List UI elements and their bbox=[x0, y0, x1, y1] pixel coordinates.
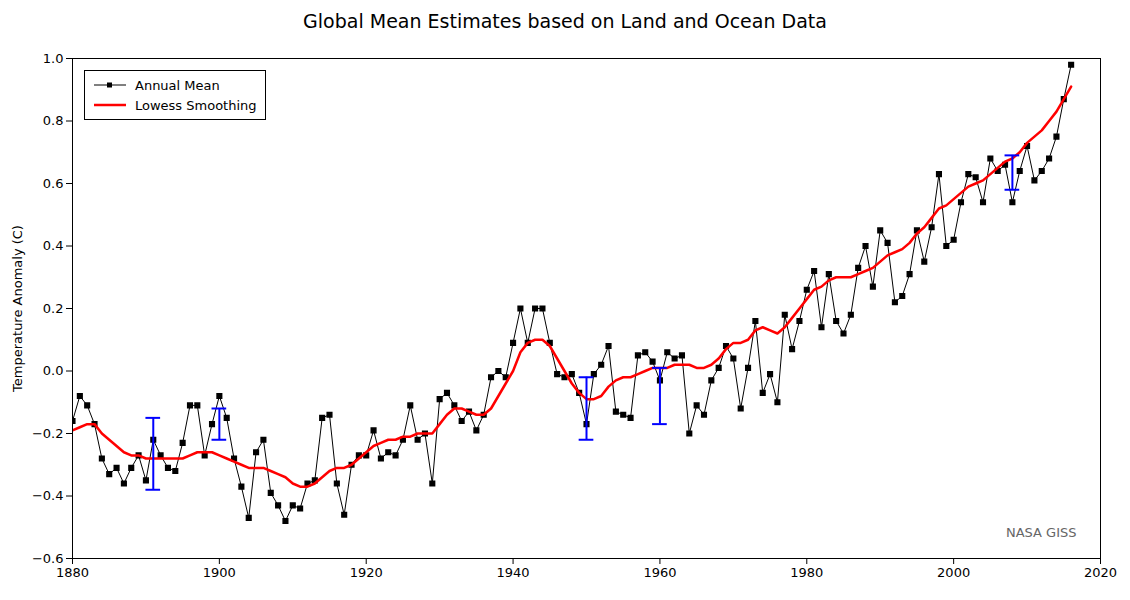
svg-text:1880: 1880 bbox=[56, 565, 89, 580]
svg-text:1980: 1980 bbox=[790, 565, 823, 580]
svg-text:−0.6: −0.6 bbox=[32, 551, 64, 566]
svg-text:0.6: 0.6 bbox=[43, 176, 64, 191]
svg-text:2020: 2020 bbox=[1084, 565, 1117, 580]
svg-text:1920: 1920 bbox=[350, 565, 383, 580]
html-text:Global Mean Estimates based on: Global Mean Estimates based on Land and … bbox=[303, 10, 827, 32]
svg-text:1900: 1900 bbox=[203, 565, 236, 580]
html-text:Lowess Smoothing: Lowess Smoothing bbox=[135, 97, 257, 113]
svg-text:0.2: 0.2 bbox=[43, 301, 64, 316]
svg-text:1960: 1960 bbox=[643, 565, 676, 580]
svg-text:0.8: 0.8 bbox=[43, 113, 64, 128]
svg-text:0.4: 0.4 bbox=[43, 238, 64, 253]
svg-text:NASA GISS: NASA GISS bbox=[1006, 525, 1077, 540]
svg-text:2000: 2000 bbox=[937, 565, 970, 580]
svg-text:1.0: 1.0 bbox=[43, 51, 64, 66]
svg-text:−0.2: −0.2 bbox=[32, 426, 64, 441]
svg-text:1940: 1940 bbox=[497, 565, 530, 580]
svg-text:0.0: 0.0 bbox=[43, 363, 64, 378]
html-text:Annual Mean: Annual Mean bbox=[135, 77, 220, 93]
svg-text:−0.4: −0.4 bbox=[32, 488, 64, 503]
svg-text:Temperature Anomaly (C): Temperature Anomaly (C) bbox=[10, 225, 25, 393]
